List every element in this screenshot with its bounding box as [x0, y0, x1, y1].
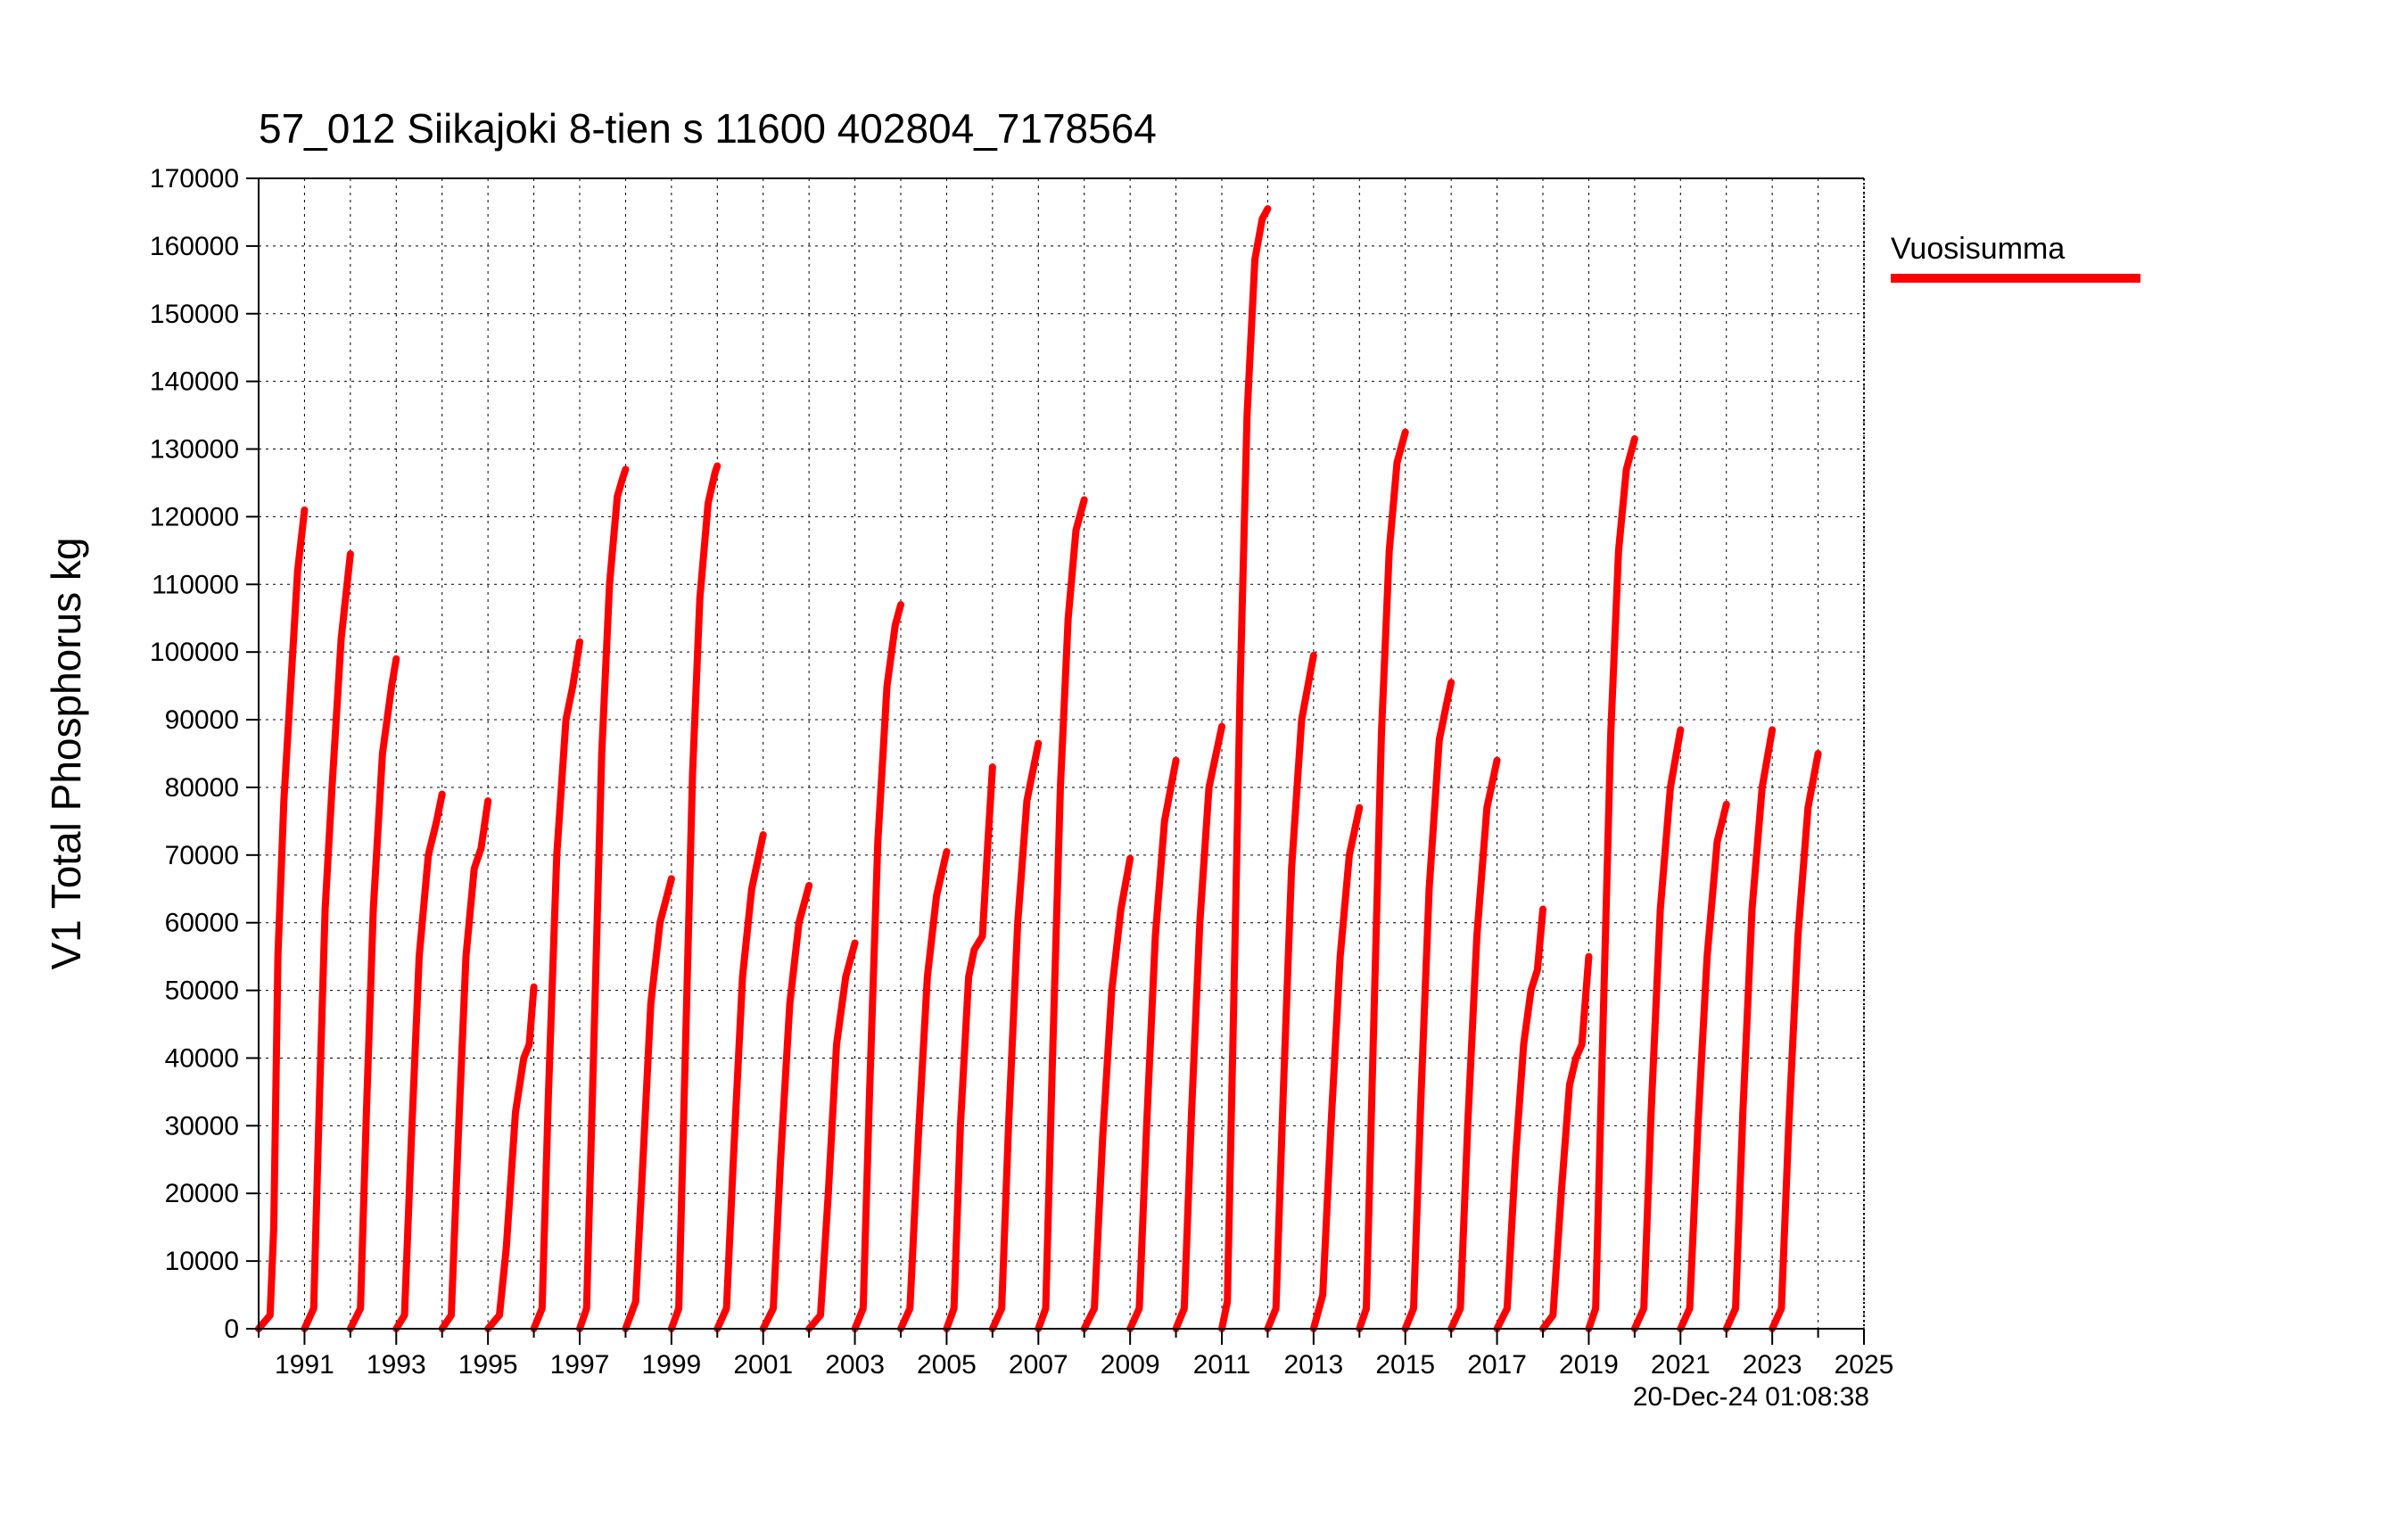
ytick-label: 130000	[150, 435, 239, 465]
xtick-label: 2001	[733, 1350, 793, 1380]
chart-title: 57_012 Siikajoki 8-tien s 11600 402804_7…	[259, 105, 1157, 152]
xtick-label: 2007	[1009, 1350, 1068, 1380]
ytick-label: 60000	[165, 909, 239, 938]
xtick-label: 2015	[1375, 1350, 1435, 1380]
xtick-label: 2021	[1651, 1350, 1711, 1380]
ytick-label: 70000	[165, 841, 239, 870]
xtick-label: 2019	[1559, 1350, 1619, 1380]
xtick-label: 2003	[825, 1350, 885, 1380]
xtick-label: 1997	[550, 1350, 610, 1380]
ytick-label: 170000	[150, 164, 239, 194]
ytick-label: 140000	[150, 367, 239, 397]
ytick-label: 160000	[150, 232, 239, 261]
ytick-label: 50000	[165, 976, 239, 1006]
ytick-label: 90000	[165, 705, 239, 735]
ytick-label: 80000	[165, 773, 239, 803]
ytick-label: 0	[224, 1314, 239, 1344]
ytick-label: 30000	[165, 1111, 239, 1141]
xtick-label: 2005	[917, 1350, 977, 1380]
ytick-label: 100000	[150, 638, 239, 667]
render-timestamp: 20-Dec-24 01:08:38	[1633, 1382, 1869, 1412]
legend-label: Vuosisumma	[1891, 232, 2065, 266]
xtick-label: 2017	[1467, 1350, 1527, 1380]
xtick-label: 2011	[1193, 1350, 1251, 1380]
ytick-label: 110000	[152, 570, 239, 599]
xtick-label: 2013	[1283, 1350, 1343, 1380]
xtick-label: 2025	[1835, 1350, 1894, 1380]
ytick-label: 120000	[150, 502, 239, 531]
xtick-label: 1993	[367, 1350, 426, 1380]
ytick-label: 40000	[165, 1043, 239, 1073]
xtick-label: 2023	[1743, 1350, 1802, 1380]
xtick-label: 1991	[275, 1350, 334, 1380]
xtick-label: 2009	[1101, 1350, 1160, 1380]
ytick-label: 10000	[165, 1247, 239, 1276]
xtick-label: 1999	[641, 1350, 701, 1380]
y-axis-label: V1 Total Phosphorus kg	[43, 537, 89, 969]
phosphorus-chart: 0 10000 20000 30000 40000 50000 60000 70000 8000…	[0, 0, 2408, 1516]
xtick-label: 1995	[458, 1350, 518, 1380]
ytick-label: 150000	[150, 300, 239, 329]
ytick-label: 20000	[165, 1179, 239, 1208]
